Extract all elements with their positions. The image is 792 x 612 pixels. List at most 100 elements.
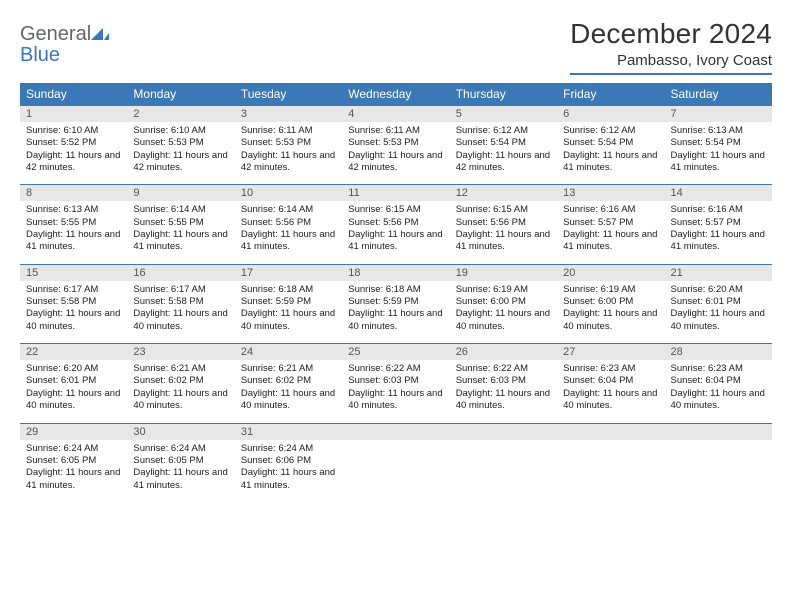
day-content-cell: Sunrise: 6:12 AMSunset: 5:54 PMDaylight:… — [557, 122, 664, 185]
sunset-line: Sunset: 5:53 PM — [133, 137, 228, 149]
day-content-cell: Sunrise: 6:18 AMSunset: 5:59 PMDaylight:… — [235, 281, 342, 344]
daylight-line: Daylight: 11 hours and 41 minutes. — [133, 229, 228, 254]
day-number-cell: 4 — [342, 106, 449, 123]
sunset-line: Sunset: 6:04 PM — [671, 375, 766, 387]
sunset-line: Sunset: 6:02 PM — [241, 375, 336, 387]
day-content-cell: Sunrise: 6:24 AMSunset: 6:06 PMDaylight:… — [235, 440, 342, 502]
sunset-line: Sunset: 6:04 PM — [563, 375, 658, 387]
sunrise-line: Sunrise: 6:18 AM — [348, 284, 443, 296]
daylight-line: Daylight: 11 hours and 40 minutes. — [26, 388, 121, 413]
day-content-cell: Sunrise: 6:21 AMSunset: 6:02 PMDaylight:… — [127, 360, 234, 423]
day-number-cell: 22 — [20, 344, 127, 361]
day-number-cell: 28 — [665, 344, 772, 361]
weekday-header: Thursday — [450, 83, 557, 106]
day-number-cell: 13 — [557, 185, 664, 202]
sunset-line: Sunset: 6:03 PM — [348, 375, 443, 387]
daylight-line: Daylight: 11 hours and 41 minutes. — [563, 229, 658, 254]
day-number-cell: 6 — [557, 106, 664, 123]
day-number-cell: 19 — [450, 264, 557, 281]
sunrise-line: Sunrise: 6:14 AM — [133, 204, 228, 216]
sunrise-line: Sunrise: 6:10 AM — [133, 125, 228, 137]
sunrise-line: Sunrise: 6:22 AM — [456, 363, 551, 375]
logo: General Blue — [20, 18, 109, 66]
day-content-cell: Sunrise: 6:10 AMSunset: 5:53 PMDaylight:… — [127, 122, 234, 185]
day-number-row: 1234567 — [20, 106, 772, 123]
day-content-cell: Sunrise: 6:23 AMSunset: 6:04 PMDaylight:… — [665, 360, 772, 423]
logo-text: General Blue — [20, 24, 109, 66]
location-label: Pambasso, Ivory Coast — [570, 52, 772, 75]
daylight-line: Daylight: 11 hours and 41 minutes. — [348, 229, 443, 254]
day-number-row: 891011121314 — [20, 185, 772, 202]
day-content-cell: Sunrise: 6:20 AMSunset: 6:01 PMDaylight:… — [665, 281, 772, 344]
daylight-line: Daylight: 11 hours and 40 minutes. — [456, 388, 551, 413]
sunrise-line: Sunrise: 6:16 AM — [671, 204, 766, 216]
daylight-line: Daylight: 11 hours and 40 minutes. — [241, 388, 336, 413]
weekday-header: Sunday — [20, 83, 127, 106]
sunrise-line: Sunrise: 6:23 AM — [563, 363, 658, 375]
daylight-line: Daylight: 11 hours and 40 minutes. — [348, 388, 443, 413]
sunset-line: Sunset: 5:59 PM — [241, 296, 336, 308]
weekday-header: Tuesday — [235, 83, 342, 106]
day-number-cell: 20 — [557, 264, 664, 281]
sunrise-line: Sunrise: 6:13 AM — [26, 204, 121, 216]
day-content-cell: Sunrise: 6:22 AMSunset: 6:03 PMDaylight:… — [450, 360, 557, 423]
sunrise-line: Sunrise: 6:24 AM — [241, 443, 336, 455]
sunset-line: Sunset: 5:56 PM — [456, 217, 551, 229]
logo-word-general: General — [20, 23, 91, 45]
day-content-row: Sunrise: 6:20 AMSunset: 6:01 PMDaylight:… — [20, 360, 772, 423]
sunrise-line: Sunrise: 6:24 AM — [133, 443, 228, 455]
sunrise-line: Sunrise: 6:21 AM — [133, 363, 228, 375]
day-number-cell: 31 — [235, 423, 342, 440]
day-number-cell: 12 — [450, 185, 557, 202]
day-number-cell: 21 — [665, 264, 772, 281]
day-content-cell: Sunrise: 6:23 AMSunset: 6:04 PMDaylight:… — [557, 360, 664, 423]
sunset-line: Sunset: 5:54 PM — [456, 137, 551, 149]
daylight-line: Daylight: 11 hours and 40 minutes. — [671, 388, 766, 413]
day-number-cell: 11 — [342, 185, 449, 202]
day-number-cell: 1 — [20, 106, 127, 123]
title-block: December 2024 Pambasso, Ivory Coast — [570, 18, 772, 75]
weekday-header: Monday — [127, 83, 234, 106]
sunrise-line: Sunrise: 6:20 AM — [26, 363, 121, 375]
day-content-row: Sunrise: 6:24 AMSunset: 6:05 PMDaylight:… — [20, 440, 772, 502]
day-content-cell: Sunrise: 6:19 AMSunset: 6:00 PMDaylight:… — [450, 281, 557, 344]
day-number-cell: 24 — [235, 344, 342, 361]
sunset-line: Sunset: 6:00 PM — [563, 296, 658, 308]
sunset-line: Sunset: 6:02 PM — [133, 375, 228, 387]
daylight-line: Daylight: 11 hours and 41 minutes. — [26, 229, 121, 254]
day-number-row: 22232425262728 — [20, 344, 772, 361]
daylight-line: Daylight: 11 hours and 40 minutes. — [26, 308, 121, 333]
day-content-cell: Sunrise: 6:24 AMSunset: 6:05 PMDaylight:… — [20, 440, 127, 502]
sunset-line: Sunset: 5:55 PM — [133, 217, 228, 229]
sunrise-line: Sunrise: 6:20 AM — [671, 284, 766, 296]
daylight-line: Daylight: 11 hours and 41 minutes. — [456, 229, 551, 254]
sunset-line: Sunset: 5:53 PM — [241, 137, 336, 149]
daylight-line: Daylight: 11 hours and 40 minutes. — [241, 308, 336, 333]
sunset-line: Sunset: 5:52 PM — [26, 137, 121, 149]
day-content-row: Sunrise: 6:10 AMSunset: 5:52 PMDaylight:… — [20, 122, 772, 185]
day-number-cell: 23 — [127, 344, 234, 361]
day-content-cell: Sunrise: 6:21 AMSunset: 6:02 PMDaylight:… — [235, 360, 342, 423]
sunrise-line: Sunrise: 6:24 AM — [26, 443, 121, 455]
day-number-cell: 5 — [450, 106, 557, 123]
day-content-cell: Sunrise: 6:17 AMSunset: 5:58 PMDaylight:… — [20, 281, 127, 344]
daylight-line: Daylight: 11 hours and 40 minutes. — [563, 388, 658, 413]
day-number-cell: 8 — [20, 185, 127, 202]
daylight-line: Daylight: 11 hours and 40 minutes. — [671, 308, 766, 333]
daylight-line: Daylight: 11 hours and 42 minutes. — [26, 150, 121, 175]
sunset-line: Sunset: 5:58 PM — [26, 296, 121, 308]
daylight-line: Daylight: 11 hours and 41 minutes. — [671, 150, 766, 175]
header-row: General Blue December 2024 Pambasso, Ivo… — [20, 18, 772, 75]
daylight-line: Daylight: 11 hours and 42 minutes. — [133, 150, 228, 175]
month-title: December 2024 — [570, 18, 772, 50]
day-content-row: Sunrise: 6:17 AMSunset: 5:58 PMDaylight:… — [20, 281, 772, 344]
daylight-line: Daylight: 11 hours and 41 minutes. — [563, 150, 658, 175]
daylight-line: Daylight: 11 hours and 40 minutes. — [133, 388, 228, 413]
day-content-cell: Sunrise: 6:11 AMSunset: 5:53 PMDaylight:… — [342, 122, 449, 185]
daylight-line: Daylight: 11 hours and 40 minutes. — [456, 308, 551, 333]
weekday-header-row: Sunday Monday Tuesday Wednesday Thursday… — [20, 83, 772, 106]
calendar-table: Sunday Monday Tuesday Wednesday Thursday… — [20, 83, 772, 502]
day-number-cell — [450, 423, 557, 440]
day-number-row: 293031 — [20, 423, 772, 440]
sunrise-line: Sunrise: 6:15 AM — [348, 204, 443, 216]
